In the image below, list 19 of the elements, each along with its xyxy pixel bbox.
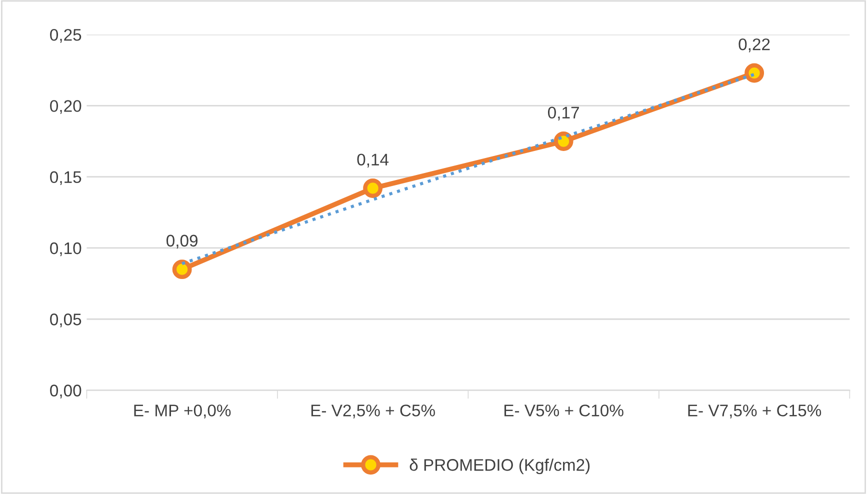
- point: [554, 132, 574, 152]
- data-label: 0,17: [548, 106, 579, 121]
- data-label: 0,14: [357, 154, 389, 168]
- point: [744, 63, 764, 83]
- x-tick-label: E- MP +0,0%: [134, 404, 231, 418]
- x-tick-label: E- V7,5% + C15%: [688, 404, 822, 418]
- y-tick-label: 0,05: [50, 314, 82, 328]
- y-tick-label: 0,20: [50, 100, 82, 114]
- y-tick-label: 0,10: [50, 242, 82, 256]
- point: [363, 178, 383, 198]
- data-label: 0,09: [166, 234, 198, 249]
- y-tick-label: 0,15: [50, 171, 82, 186]
- y-tick-label: 0,00: [50, 384, 82, 398]
- y-tick-label: 0,25: [50, 28, 82, 43]
- x-tick-label: E- V5% + C10%: [504, 404, 624, 416]
- x-tick-label: E- V2,5% + C5%: [311, 404, 435, 418]
- legend-label: δ PROMEDIO (Kgf/cm2): [410, 458, 590, 474]
- data-label: 0,22: [738, 38, 770, 52]
- point: [172, 260, 192, 280]
